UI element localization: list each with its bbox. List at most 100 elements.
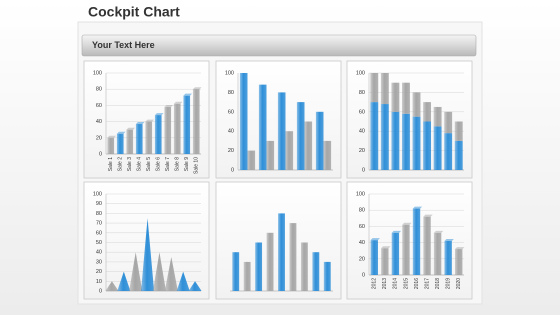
bar-segment bbox=[433, 126, 442, 170]
y-tick-label: 60 bbox=[359, 109, 365, 115]
y-tick-label: 90 bbox=[96, 201, 102, 207]
chart-panel bbox=[215, 181, 342, 300]
bar-segment bbox=[391, 82, 400, 112]
y-tick-label: 80 bbox=[96, 211, 102, 217]
y-tick-label: 0 bbox=[99, 151, 102, 157]
y-tick-label: 60 bbox=[96, 230, 102, 236]
spike bbox=[117, 271, 131, 291]
y-tick-label: 40 bbox=[96, 119, 102, 125]
x-tick-label: 2013 bbox=[382, 278, 388, 289]
bar bbox=[323, 261, 331, 291]
bar bbox=[323, 140, 332, 170]
bar-top bbox=[135, 122, 145, 125]
bar bbox=[277, 92, 286, 170]
chart-panel: 0 20 40 60 80 100 bbox=[346, 60, 473, 179]
spike bbox=[164, 257, 178, 291]
bar bbox=[285, 131, 294, 170]
bar-top bbox=[116, 131, 126, 134]
bar bbox=[154, 115, 162, 154]
bar-segment bbox=[380, 104, 389, 170]
banner bbox=[81, 34, 477, 57]
y-tick-label: 100 bbox=[93, 191, 102, 197]
bar bbox=[381, 248, 389, 275]
x-tick-label: Sale 10 bbox=[194, 157, 200, 174]
bar-segment bbox=[444, 133, 453, 170]
chart-panel: 0 20 40 60 80 100 2012 2013 2014 2015 2016 2017 2018… bbox=[346, 181, 473, 300]
x-tick-label: Sale 5 bbox=[146, 157, 152, 171]
bar-top bbox=[154, 113, 164, 116]
bar-segment bbox=[380, 73, 389, 105]
y-tick-label: 60 bbox=[359, 224, 365, 230]
x-tick-label: Sale 4 bbox=[137, 157, 143, 171]
y-tick-label: 80 bbox=[96, 87, 102, 93]
x-tick-label: 2020 bbox=[456, 278, 462, 289]
spike bbox=[176, 271, 190, 291]
bar bbox=[266, 232, 274, 291]
bar-top bbox=[444, 238, 454, 241]
x-tick-label: 2017 bbox=[424, 278, 430, 289]
bar-segment bbox=[454, 140, 463, 170]
y-tick-label: 40 bbox=[96, 250, 102, 256]
x-tick-label: 2018 bbox=[435, 278, 441, 289]
bar-segment bbox=[444, 111, 453, 134]
spike bbox=[188, 281, 202, 291]
bar-top bbox=[145, 119, 155, 122]
bar bbox=[135, 124, 143, 154]
bar-top bbox=[192, 87, 202, 90]
y-tick-label: 0 bbox=[362, 167, 365, 173]
bar bbox=[116, 133, 124, 154]
bar-top bbox=[173, 101, 183, 104]
spike bbox=[152, 252, 166, 291]
y-tick-label: 20 bbox=[359, 148, 365, 154]
spike bbox=[105, 281, 119, 291]
bar-segment bbox=[401, 113, 410, 170]
y-tick-label: 20 bbox=[96, 135, 102, 141]
y-tick-label: 20 bbox=[359, 256, 365, 262]
x-tick-label: 2019 bbox=[445, 278, 451, 289]
y-tick-label: 30 bbox=[96, 259, 102, 265]
y-tick-label: 80 bbox=[359, 208, 365, 214]
bar bbox=[402, 224, 410, 275]
x-tick-label: 2012 bbox=[372, 278, 378, 289]
bar bbox=[412, 208, 421, 275]
bar-top bbox=[183, 93, 193, 96]
bar-top bbox=[107, 135, 117, 138]
bar bbox=[183, 95, 191, 154]
y-tick-label: 60 bbox=[228, 109, 234, 115]
x-tick-label: 2014 bbox=[393, 278, 399, 289]
x-tick-label: Sale 7 bbox=[165, 157, 171, 171]
spike bbox=[129, 252, 143, 291]
x-tick-label: 2015 bbox=[403, 278, 409, 289]
y-tick-label: 10 bbox=[96, 279, 102, 285]
page-title: Cockpit Chart bbox=[88, 4, 180, 20]
bar-segment bbox=[412, 92, 421, 117]
bar-top bbox=[391, 230, 402, 233]
y-tick-label: 80 bbox=[228, 90, 234, 96]
bar bbox=[126, 129, 134, 154]
x-tick-label: Sale 8 bbox=[175, 157, 181, 171]
bar-top bbox=[423, 214, 433, 217]
y-tick-label: 40 bbox=[228, 129, 234, 135]
bar bbox=[255, 242, 263, 291]
y-tick-label: 60 bbox=[96, 103, 102, 109]
y-tick-label: 80 bbox=[359, 90, 365, 96]
bar bbox=[370, 240, 378, 275]
x-tick-label: 2016 bbox=[414, 278, 420, 289]
bar-top bbox=[370, 238, 380, 241]
bar-segment bbox=[391, 111, 400, 170]
y-tick-label: 0 bbox=[99, 288, 102, 294]
bar-segment bbox=[454, 121, 463, 141]
y-tick-label: 40 bbox=[359, 240, 365, 246]
y-tick-label: 20 bbox=[228, 148, 234, 154]
bar-top bbox=[164, 105, 174, 108]
bar bbox=[247, 150, 256, 170]
bar bbox=[315, 111, 324, 170]
bar bbox=[239, 73, 248, 170]
x-tick-label: Sale 9 bbox=[184, 157, 190, 171]
y-tick-label: 100 bbox=[93, 70, 102, 76]
bar bbox=[444, 240, 452, 275]
bar-segment bbox=[370, 102, 379, 170]
bar bbox=[300, 242, 308, 291]
